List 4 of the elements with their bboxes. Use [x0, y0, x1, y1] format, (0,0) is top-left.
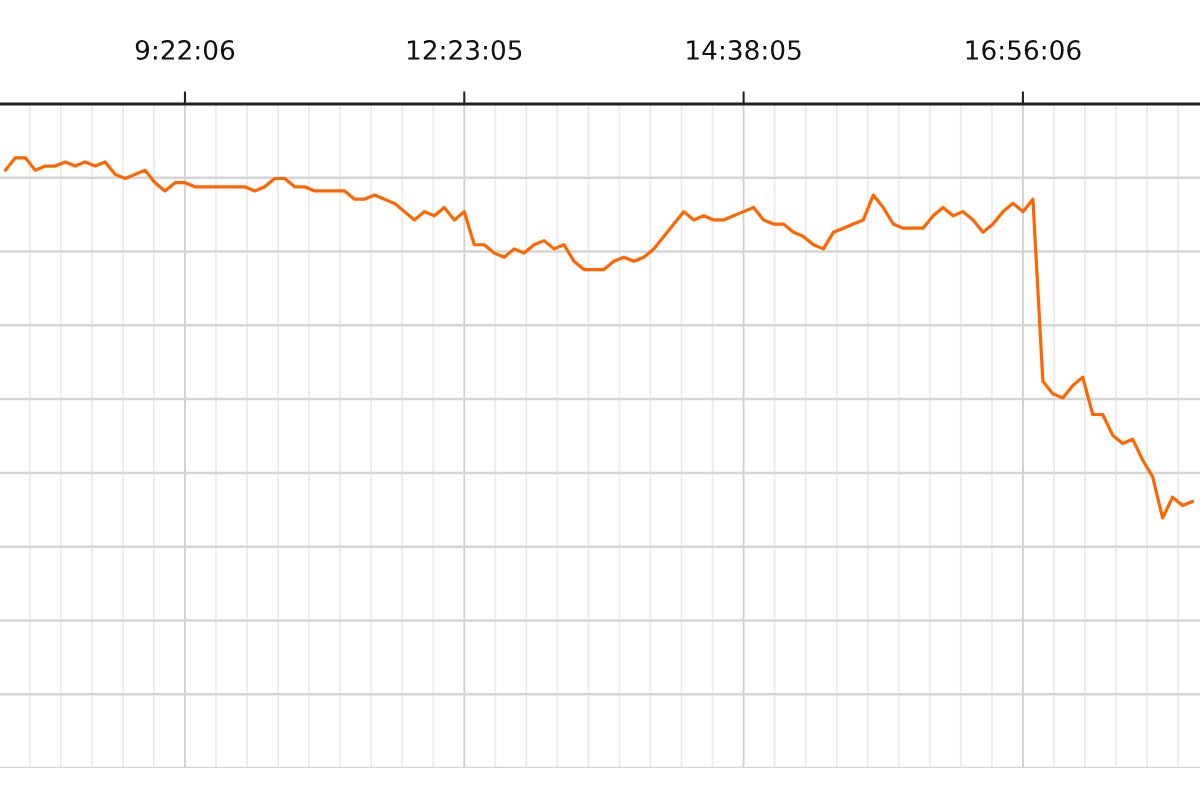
- x-tick-label: 14:38:05: [687, 40, 801, 60]
- x-tick-label: 16:56:06: [966, 40, 1081, 60]
- x-tick-label: 9:22:06: [135, 40, 235, 60]
- x-tick-label: 12:23:05: [407, 40, 522, 60]
